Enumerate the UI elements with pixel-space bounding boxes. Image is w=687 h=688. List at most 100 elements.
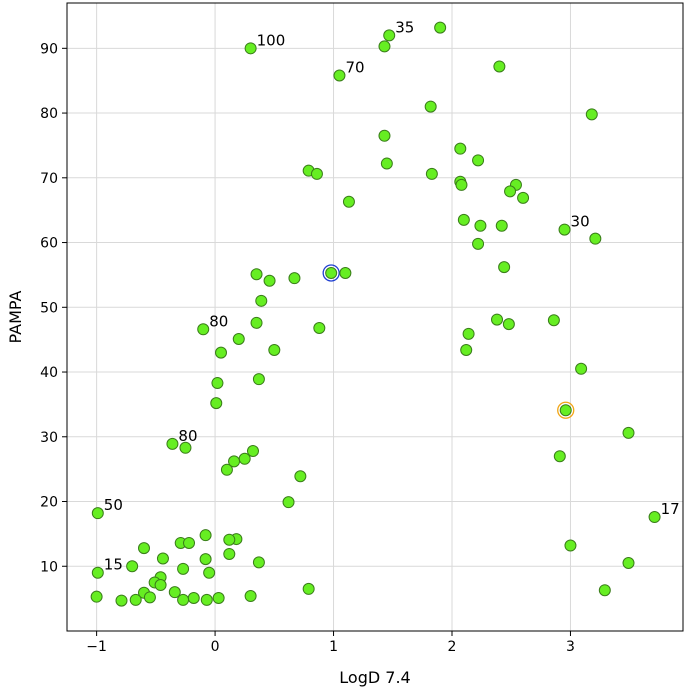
- data-point: [455, 178, 468, 191]
- data-point: [211, 377, 224, 390]
- y-axis-label: PAMPA: [6, 290, 25, 343]
- data-point: [199, 529, 212, 542]
- data-point: [460, 344, 473, 357]
- point-label: 17: [661, 500, 680, 518]
- data-point: [378, 40, 391, 53]
- y-tick-label: 40: [40, 365, 58, 381]
- data-point: [197, 323, 210, 336]
- point-label: 70: [345, 59, 364, 77]
- data-point: [575, 362, 588, 375]
- point-label: 80: [178, 427, 197, 445]
- x-tick-label: 2: [448, 639, 457, 655]
- y-tick-label: 50: [40, 300, 58, 316]
- data-point: [156, 552, 169, 565]
- data-point: [250, 268, 263, 281]
- data-point: [622, 426, 635, 439]
- data-point: [598, 584, 611, 597]
- data-point: [310, 167, 323, 180]
- data-point: [553, 450, 566, 463]
- data-point: [424, 100, 437, 113]
- data-point: [474, 219, 487, 232]
- data-point: [91, 566, 104, 579]
- data-point: [517, 191, 530, 204]
- y-tick-label: 10: [40, 559, 58, 575]
- data-point: [250, 316, 263, 329]
- data-point: [380, 157, 393, 170]
- data-point: [215, 346, 227, 359]
- data-point: [648, 511, 661, 524]
- highlight-ring-orange: [557, 401, 575, 419]
- highlight-ring-blue: [322, 264, 340, 282]
- data-point: [302, 582, 315, 595]
- data-point: [313, 322, 326, 335]
- x-axis-label: LogD 7.4: [339, 668, 410, 687]
- point-label: 15: [104, 556, 123, 574]
- data-point: [288, 272, 301, 285]
- data-point: [589, 232, 602, 245]
- data-point: [91, 507, 104, 520]
- data-point: [203, 566, 216, 579]
- grid: [67, 3, 683, 631]
- plot-frame: [66, 2, 684, 632]
- y-tick-label: 80: [40, 106, 58, 122]
- data-point: [244, 42, 257, 55]
- x-tick-label: 3: [566, 639, 575, 655]
- data-point: [200, 593, 213, 606]
- data-point: [547, 314, 560, 327]
- y-tick-label: 20: [40, 495, 58, 511]
- data-point: [294, 470, 307, 483]
- data-point: [425, 167, 438, 180]
- data-point: [187, 591, 200, 604]
- y-tick-label: 30: [40, 430, 58, 446]
- data-point: [228, 455, 241, 468]
- data-point: [378, 129, 391, 142]
- data-point: [342, 195, 355, 208]
- data-point: [564, 539, 577, 552]
- data-point: [325, 266, 338, 279]
- data-point: [472, 237, 485, 250]
- y-tick-label: 70: [40, 171, 58, 187]
- data-points: [90, 21, 661, 607]
- data-point: [129, 593, 142, 606]
- data-point: [493, 60, 506, 73]
- data-point: [498, 261, 511, 274]
- data-point: [252, 373, 265, 386]
- point-label: 80: [209, 312, 228, 330]
- data-point: [268, 344, 281, 357]
- data-point: [166, 437, 179, 450]
- axis-ticks: −1 0 1 2 3 10 20 30 40 50 60 70 80 90: [40, 41, 575, 655]
- data-point: [179, 441, 192, 454]
- data-point: [126, 560, 139, 573]
- data-point: [90, 590, 103, 603]
- x-tick-label: −1: [86, 639, 107, 655]
- data-point: [244, 590, 257, 603]
- data-point: [138, 542, 150, 555]
- data-point: [154, 579, 167, 592]
- data-point: [491, 313, 504, 326]
- data-point: [457, 213, 470, 226]
- point-label: 30: [571, 213, 590, 231]
- data-point: [177, 562, 190, 575]
- data-point: [558, 223, 571, 236]
- x-tick-label: 1: [329, 639, 338, 655]
- data-point: [238, 452, 251, 465]
- y-tick-label: 90: [40, 41, 58, 57]
- data-point: [223, 547, 236, 560]
- data-point: [282, 496, 295, 509]
- data-point: [454, 142, 467, 155]
- point-labels: 100 35 70 30 80 80 50 17 15: [104, 18, 680, 573]
- data-point: [252, 556, 265, 569]
- data-point: [255, 294, 268, 307]
- data-point: [246, 445, 259, 458]
- data-point: [434, 21, 447, 34]
- data-point: [504, 185, 517, 198]
- data-point: [183, 536, 196, 549]
- data-point: [177, 593, 190, 606]
- point-label: 35: [395, 18, 414, 36]
- data-point: [168, 586, 181, 599]
- data-point: [333, 69, 346, 82]
- data-point: [143, 591, 156, 604]
- data-point: [232, 333, 245, 346]
- data-point: [585, 108, 598, 121]
